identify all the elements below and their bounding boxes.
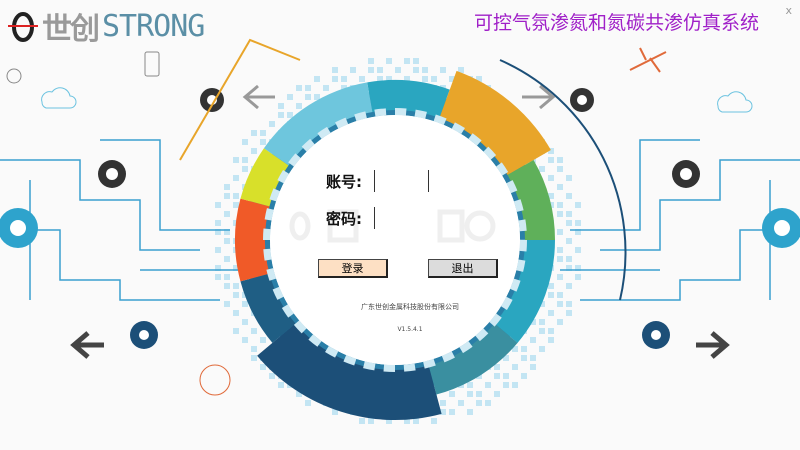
ring-segment bbox=[367, 80, 450, 118]
account-label: 账号: bbox=[326, 172, 362, 191]
ring-segment bbox=[496, 162, 509, 176]
ring-segment bbox=[288, 153, 301, 167]
ring-segment bbox=[414, 109, 427, 119]
ring-segment bbox=[308, 334, 322, 347]
arrow-right-icon bbox=[696, 331, 730, 359]
logo-text-en: STRONG bbox=[102, 8, 205, 44]
password-input[interactable] bbox=[374, 207, 429, 229]
ring-segment bbox=[507, 160, 555, 240]
ring-segment bbox=[263, 248, 272, 261]
logo-text-cn: 世创 bbox=[42, 12, 100, 47]
logo-mark bbox=[8, 12, 38, 42]
gear-icon bbox=[762, 208, 800, 248]
ring-segment bbox=[272, 286, 284, 300]
cloud-icon bbox=[41, 87, 77, 109]
ring-segment bbox=[281, 304, 294, 318]
ring-segment bbox=[489, 313, 502, 327]
ring-segment bbox=[439, 70, 551, 175]
login-button[interactable]: 登录 bbox=[318, 259, 388, 278]
ring-segment bbox=[363, 361, 376, 371]
arrow-right-icon bbox=[522, 84, 556, 110]
password-label: 密码: bbox=[326, 209, 362, 228]
ring-segment bbox=[494, 240, 555, 343]
ring-segment bbox=[343, 355, 357, 366]
gear-icon bbox=[570, 88, 594, 112]
ring-segment bbox=[263, 82, 373, 166]
ring-segment bbox=[317, 126, 331, 139]
close-button[interactable]: x bbox=[785, 4, 792, 17]
gear-icon bbox=[0, 208, 38, 248]
ring-segment bbox=[518, 219, 527, 232]
ring-segment bbox=[519, 240, 527, 252]
ring-segment bbox=[383, 364, 395, 372]
company-logo: 世创 STRONG bbox=[8, 4, 205, 48]
ring-segment bbox=[441, 351, 455, 363]
ring-segment bbox=[354, 111, 367, 122]
company-name: 广东世创金属科技股份有限公司 bbox=[361, 303, 459, 311]
ring-segment bbox=[483, 146, 497, 160]
ring-segment bbox=[451, 122, 465, 134]
arrow-left-icon bbox=[242, 84, 275, 110]
account-row: 账号: bbox=[326, 170, 429, 192]
ring-segment bbox=[433, 114, 447, 125]
ring-segment bbox=[269, 188, 280, 202]
gear-icon bbox=[98, 160, 126, 188]
ring-segment bbox=[459, 341, 473, 354]
ring-segment bbox=[293, 320, 307, 334]
airplane-icon bbox=[629, 47, 667, 73]
ring-segment bbox=[266, 268, 277, 281]
login-form: 账号: 密码: 登录 退出 广东世创金属科技股份有限公司 V1.5.4.1 bbox=[300, 160, 520, 340]
ring-segment bbox=[501, 296, 513, 310]
ring-segment bbox=[428, 323, 518, 395]
ring-segment bbox=[264, 208, 274, 221]
logo-watermark bbox=[289, 209, 496, 243]
phone-icon bbox=[144, 51, 160, 77]
exit-button[interactable]: 退出 bbox=[428, 259, 498, 278]
gear-icon bbox=[672, 160, 700, 188]
app-title: 可控气氛渗氮和氮碳共渗仿真系统 bbox=[474, 12, 760, 34]
gear-icon bbox=[130, 321, 158, 349]
ring-segment bbox=[516, 259, 526, 272]
ring-segment bbox=[403, 363, 416, 372]
ring-segment bbox=[510, 278, 521, 292]
ring-segment bbox=[395, 108, 407, 116]
lightbulb-icon bbox=[6, 68, 22, 84]
ring-segment bbox=[475, 328, 489, 342]
ring-segment bbox=[335, 117, 349, 129]
ring-segment bbox=[257, 323, 442, 420]
ring-segment bbox=[513, 199, 524, 212]
ring-segment bbox=[423, 358, 436, 369]
ring-segment bbox=[374, 108, 387, 117]
ring-segment bbox=[325, 346, 339, 358]
ring-segment bbox=[240, 273, 296, 343]
ring-segment bbox=[263, 228, 271, 240]
arrow-left-icon bbox=[70, 331, 104, 359]
ring-segment bbox=[235, 198, 270, 282]
ring-segment bbox=[468, 133, 482, 146]
password-row: 密码: bbox=[326, 207, 429, 229]
ring-segment bbox=[240, 148, 289, 207]
ring-segment bbox=[277, 170, 289, 184]
cloud-icon bbox=[717, 91, 753, 113]
account-input[interactable] bbox=[374, 170, 429, 192]
ring-segment bbox=[301, 138, 315, 152]
gear-icon bbox=[642, 321, 670, 349]
ring-segment bbox=[506, 180, 518, 194]
version-text: V1.5.4.1 bbox=[397, 326, 423, 333]
